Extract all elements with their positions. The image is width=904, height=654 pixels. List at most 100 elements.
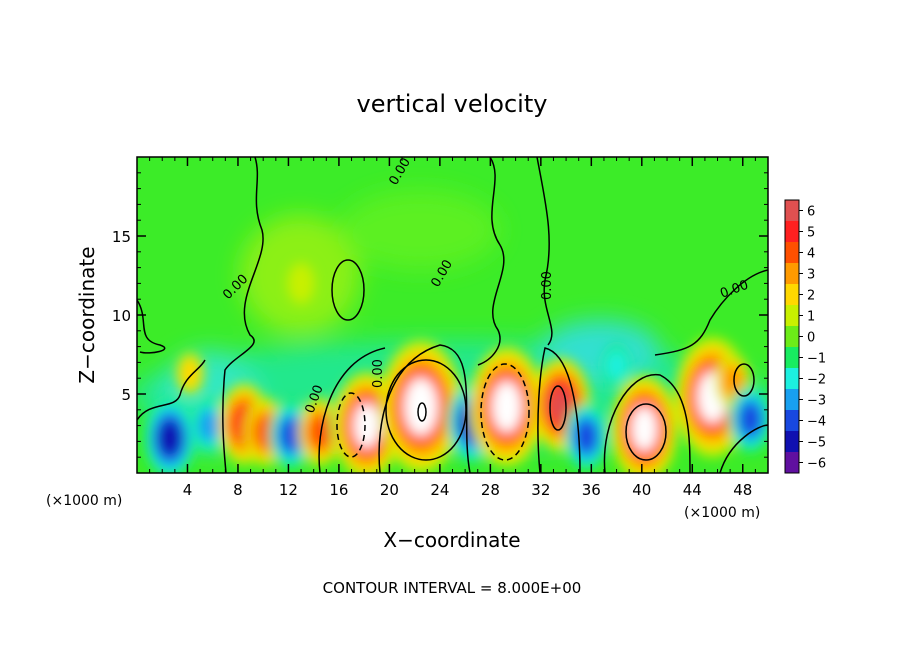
velocity-saturated-core bbox=[491, 380, 522, 433]
velocity-level bbox=[287, 262, 315, 304]
contour-cell-boundary bbox=[318, 347, 386, 473]
velocity-saturated-core bbox=[353, 403, 380, 449]
contour-zero-line bbox=[536, 157, 553, 346]
velocity-level bbox=[605, 349, 628, 382]
broad-upper-patch bbox=[340, 190, 500, 270]
velocity-level bbox=[158, 421, 182, 456]
contour-zero-line bbox=[137, 299, 166, 354]
contour-label: 0.00 bbox=[540, 271, 555, 300]
y-tick-label: 5 bbox=[121, 386, 131, 404]
velocity-saturated-core bbox=[404, 377, 438, 436]
velocity-level bbox=[197, 409, 220, 442]
contour-closed bbox=[331, 259, 365, 321]
colorbar-swatch bbox=[785, 221, 799, 243]
contour-cell-boundary bbox=[537, 347, 581, 473]
velocity-feature bbox=[144, 397, 196, 473]
colorbar-swatch bbox=[785, 200, 799, 222]
colorbar-tick-label: −1 bbox=[807, 352, 826, 367]
colorbar-swatch bbox=[785, 305, 799, 327]
x-tick-label: 36 bbox=[582, 481, 601, 499]
velocity-level bbox=[739, 402, 762, 436]
colorbar-frame bbox=[784, 199, 800, 474]
contour-cell-boundary bbox=[378, 344, 471, 473]
velocity-feature bbox=[191, 398, 227, 454]
x-tick-label: 16 bbox=[329, 481, 348, 499]
colorbar-tick-label: 3 bbox=[807, 268, 815, 283]
colorbar-tick-label: 0 bbox=[807, 331, 815, 346]
velocity-level bbox=[279, 418, 303, 452]
x-tick-label: 32 bbox=[531, 481, 550, 499]
x-tick-label: 8 bbox=[233, 481, 243, 499]
contour-label: 0.00 bbox=[371, 359, 386, 388]
contour-closed bbox=[625, 403, 667, 461]
colorbar-tick-label: −2 bbox=[807, 373, 826, 388]
colorbar-swatch bbox=[785, 347, 799, 369]
x-tick-label: 48 bbox=[733, 481, 752, 499]
colorbar-swatch bbox=[785, 263, 799, 285]
colorbar-swatch bbox=[785, 242, 799, 264]
colorbar-tick-label: 6 bbox=[807, 205, 815, 220]
contour-closed bbox=[417, 402, 427, 422]
colorbar-tick-label: 2 bbox=[807, 289, 815, 304]
x-tick-label: 24 bbox=[430, 481, 449, 499]
velocity-level bbox=[308, 415, 332, 449]
contour-closed bbox=[733, 363, 755, 397]
y-axis-label: Z−coordinate bbox=[75, 246, 99, 383]
velocity-saturated-core bbox=[631, 406, 658, 452]
contour-zero-line bbox=[222, 157, 264, 473]
contour-cell-boundary bbox=[137, 359, 206, 421]
velocity-feature bbox=[176, 352, 204, 395]
velocity-feature bbox=[602, 344, 631, 387]
velocity-feature bbox=[728, 385, 768, 454]
contour-layer bbox=[137, 157, 768, 473]
velocity-level bbox=[575, 419, 598, 454]
x-tick-label: 12 bbox=[279, 481, 298, 499]
colorbar-swatch bbox=[785, 410, 799, 432]
colorbar-tick-label: −5 bbox=[807, 436, 826, 451]
colorbar-swatch bbox=[785, 284, 799, 306]
colorbar-tick-label: 4 bbox=[807, 247, 815, 262]
x-axis-ticks: 4 8 12 16 20 24 28 32 36 40 44 48 bbox=[149, 157, 769, 499]
colorbar-tick-label: 1 bbox=[807, 310, 815, 325]
contour-zero-line bbox=[654, 269, 768, 356]
velocity-feature bbox=[269, 401, 313, 470]
x-tick-label: 4 bbox=[183, 481, 193, 499]
chart-title: vertical velocity bbox=[357, 90, 548, 118]
colorbar: 6 5 4 3 2 1 0 −1 −2 −3 −4 −5 −6 bbox=[784, 199, 826, 474]
contour-closed bbox=[336, 392, 366, 458]
colorbar-swatch bbox=[785, 368, 799, 390]
velocity-feature bbox=[287, 262, 315, 304]
contour-labels: 0.00 0.00 0.00 0.00 0.00 0.00 0.00 bbox=[220, 155, 750, 415]
x-unit-label-left: (×1000 m) bbox=[46, 493, 122, 509]
velocity-feature bbox=[611, 375, 678, 473]
x-axis-label: X−coordinate bbox=[383, 528, 520, 552]
contour-closed bbox=[549, 385, 567, 431]
velocity-level bbox=[549, 388, 573, 423]
colorbar-tick-label: 5 bbox=[807, 226, 815, 241]
colorbar-swatch bbox=[785, 389, 799, 411]
y-axis-ticks: 5 10 15 bbox=[112, 172, 768, 458]
contour-cell-boundary bbox=[603, 374, 691, 473]
x-tick-label: 20 bbox=[380, 481, 399, 499]
velocity-level bbox=[179, 357, 201, 390]
plot-area bbox=[136, 156, 769, 474]
velocity-level bbox=[721, 365, 744, 398]
y-tick-label: 15 bbox=[112, 228, 131, 246]
x-unit-label-right: (×1000 m) bbox=[684, 505, 760, 521]
y-tick-label: 10 bbox=[112, 307, 131, 325]
colorbar-swatch bbox=[785, 452, 799, 474]
velocity-feature bbox=[564, 402, 608, 471]
x-tick-label: 44 bbox=[683, 481, 702, 499]
x-tick-label: 28 bbox=[481, 481, 500, 499]
colorbar-tick-label: −6 bbox=[807, 457, 826, 472]
velocity-feature bbox=[469, 346, 544, 467]
colorbar-swatch bbox=[785, 326, 799, 348]
contour-closed bbox=[480, 363, 530, 461]
x-tick-label: 40 bbox=[632, 481, 651, 499]
colorbar-swatch bbox=[785, 431, 799, 453]
colorbar-tick-label: −3 bbox=[807, 394, 826, 409]
feature-layer bbox=[144, 262, 768, 473]
colorbar-tick-label: −4 bbox=[807, 415, 826, 430]
contour-interval-note: CONTOUR INTERVAL = 8.000E+00 bbox=[323, 579, 582, 597]
